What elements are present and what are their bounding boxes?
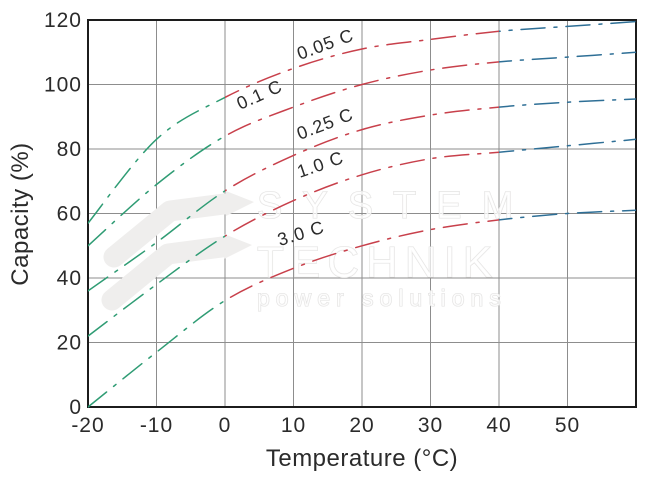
tick-labels-layer: -20 -10 0 10 20 30 40 50 0 20 40 60 80 100 120 [44, 9, 580, 437]
x-tick-label: -20 [71, 414, 104, 437]
curve-0.25C-cold-below-0C [88, 190, 225, 292]
x-tick-label: 20 [349, 414, 374, 437]
curve-0.1C-moderate-0-40C [225, 61, 499, 137]
x-tick-label: 10 [281, 414, 306, 437]
curve-3.0C-moderate-0-40C [225, 219, 499, 302]
y-tick-label: 20 [57, 332, 82, 355]
y-tick-label: 80 [57, 138, 82, 161]
curve-1.0C-moderate-0-40C [225, 151, 499, 237]
x-tick-label: -10 [140, 414, 173, 437]
y-tick-label: 40 [57, 267, 82, 290]
y-tick-label: 60 [57, 203, 82, 226]
y-axis-title: Capacity (%) [7, 142, 34, 285]
watermark-logo-top-arrow [226, 191, 254, 216]
plot-border [87, 19, 637, 408]
watermark-text-power-solutions: power solutions [257, 285, 507, 311]
watermark-text-technik: TECHNIK [257, 238, 499, 287]
curve-1.0C-cold-below-0C [88, 235, 225, 337]
curve-3.0C-cold-below-0C [88, 299, 225, 408]
watermark: SYSTEM TECHNIK power solutions [101, 184, 533, 312]
x-tick-label: 50 [555, 414, 580, 437]
curve-label-1.0C: 1.0 C [294, 147, 346, 182]
watermark-logo-icon [101, 191, 254, 311]
watermark-logo-bottom-arrow [224, 234, 252, 259]
curve-label-0.25C: 0.25 C [294, 104, 356, 144]
x-tick-label: 0 [219, 414, 232, 437]
x-tick-label: 30 [418, 414, 443, 437]
y-tick-label: 0 [69, 396, 82, 419]
y-tick-label: 120 [44, 9, 82, 32]
x-tick-label: 40 [486, 414, 511, 437]
curve-1.0C-hot-above-40C [499, 138, 636, 153]
curve-0.25C-moderate-0-40C [225, 106, 499, 192]
curve-0.05C-moderate-0-40C [225, 30, 499, 99]
y-tick-label: 100 [44, 74, 82, 97]
watermark-text-system: SYSTEM [257, 185, 533, 227]
curve-0.05C-hot-above-40C [499, 20, 636, 33]
curve-0.1C-hot-above-40C [499, 51, 636, 63]
curve-label-0.05C: 0.05 C [294, 25, 356, 64]
grid-layer [87, 19, 637, 408]
watermark-logo-top-stroke [103, 193, 235, 268]
curve-0.1C-cold-below-0C [88, 135, 225, 247]
curve-0.25C-hot-above-40C [499, 98, 636, 108]
curve-3.0C-hot-above-40C [499, 209, 636, 221]
x-axis-title: Temperature (°C) [266, 445, 458, 472]
